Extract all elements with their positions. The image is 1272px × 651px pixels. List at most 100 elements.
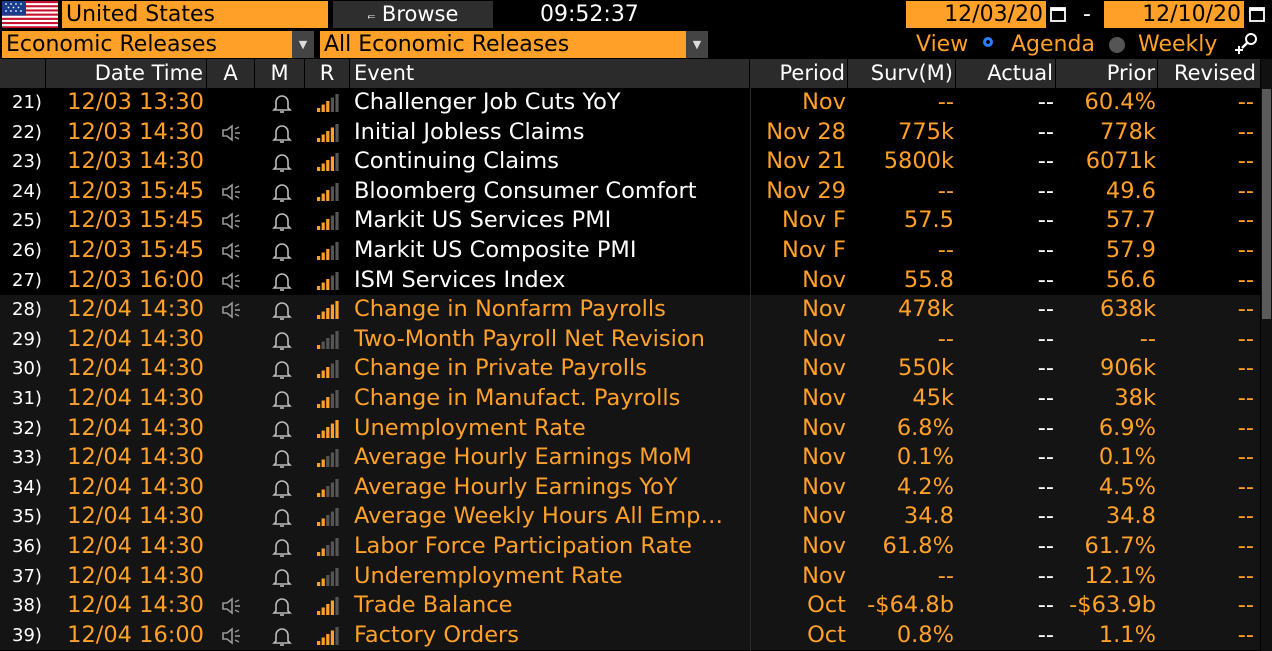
browse-button[interactable]: ⫭ Browse <box>333 1 493 28</box>
table-row[interactable]: 37) 12/04 14:30 Nov -- -- 12.1% -- Underemploym… <box>0 561 1260 592</box>
bell-icon[interactable] <box>270 566 294 588</box>
scrollbar[interactable] <box>1261 59 1272 651</box>
table-row[interactable]: 29) 12/04 14:30 Nov -- -- -- -- Two-Month Payro… <box>0 324 1260 355</box>
cell-event[interactable]: Average Hourly Earnings MoM <box>354 444 692 471</box>
cell-datetime: 12/04 14:30 <box>67 562 204 589</box>
cell-event[interactable]: Underemployment Rate <box>354 562 623 589</box>
bell-icon[interactable] <box>270 358 294 380</box>
bell-icon[interactable] <box>270 506 294 528</box>
cell-idx: 34) <box>12 476 42 498</box>
cell-event[interactable]: ISM Services Index <box>354 266 566 293</box>
cell-event[interactable]: Labor Force Participation Rate <box>354 533 693 559</box>
cell-idx: 25) <box>12 210 42 232</box>
table-row[interactable]: 22) 12/03 14:30 Nov 28 775k -- 778k -- Initial … <box>0 117 1260 148</box>
header-revised[interactable]: Revised <box>1173 61 1256 85</box>
table-row[interactable]: 31) 12/04 14:30 Nov 45k -- 38k -- Change in Man… <box>0 384 1260 414</box>
table-row[interactable]: 24) 12/03 15:45 Nov 29 -- -- 49.6 -- Bloomberg … <box>0 176 1260 207</box>
country-selector[interactable]: United States <box>62 1 328 28</box>
table-row[interactable]: 38) 12/04 14:30 Oct -$64.8b -- -$63.9b -- Trade… <box>0 591 1260 621</box>
bell-icon[interactable] <box>270 151 294 173</box>
table-row[interactable]: 34) 12/04 14:30 Nov 4.2% -- 4.5% -- Average Hou… <box>0 472 1260 503</box>
bell-icon[interactable] <box>270 388 294 410</box>
search-icon[interactable] <box>1232 30 1262 58</box>
cell-event[interactable]: Trade Balance <box>354 592 513 619</box>
cell-event[interactable]: Average Hourly Earnings YoY <box>354 473 678 500</box>
weekly-radio[interactable] <box>1109 37 1125 53</box>
table-row[interactable]: 30) 12/04 14:30 Nov 550k -- 906k -- Change in P… <box>0 354 1260 384</box>
bell-icon[interactable] <box>270 477 294 499</box>
bell-icon[interactable] <box>270 181 294 203</box>
bell-icon[interactable] <box>270 329 294 351</box>
calendar-icon[interactable] <box>1246 1 1268 28</box>
table-row[interactable]: 21) 12/03 13:30 Nov -- -- 60.4% -- Challenger J… <box>0 88 1260 118</box>
cell-event[interactable]: Bloomberg Consumer Comfort <box>354 177 697 204</box>
subcategory-dropdown[interactable]: All Economic Releases <box>320 31 686 58</box>
date-to-field[interactable]: 12/10/20 <box>1104 1 1244 28</box>
table-row[interactable]: 39) 12/04 16:00 Oct 0.8% -- 1.1% -- Factory Ord… <box>0 620 1260 651</box>
table-row[interactable]: 27) 12/03 16:00 Nov 55.8 -- 56.6 -- ISM Service… <box>0 265 1260 296</box>
weekly-label[interactable]: Weekly <box>1138 32 1218 57</box>
cell-event[interactable]: Change in Manufact. Payrolls <box>354 385 681 411</box>
chevron-down-icon[interactable]: ▼ <box>686 31 708 58</box>
table-row[interactable]: 36) 12/04 14:30 Nov 61.8% -- 61.7% -- Labor For… <box>0 532 1260 562</box>
header-datetime[interactable]: Date Time <box>46 59 207 88</box>
bell-icon[interactable] <box>270 447 294 469</box>
bell-icon[interactable] <box>270 595 294 617</box>
bell-icon[interactable] <box>270 270 294 292</box>
date-from-field[interactable]: 12/03/20 <box>906 1 1046 28</box>
header-survey[interactable]: Surv(M) <box>848 59 956 88</box>
chevron-down-icon[interactable]: ▼ <box>292 31 314 58</box>
cell-event[interactable]: Markit US Services PMI <box>354 207 612 234</box>
header-monitor[interactable]: M <box>255 59 305 88</box>
bell-icon[interactable] <box>270 536 294 558</box>
cell-event[interactable]: Continuing Claims <box>354 148 559 175</box>
speaker-icon[interactable] <box>220 241 244 261</box>
agenda-radio[interactable] <box>983 37 993 47</box>
bell-icon[interactable] <box>270 122 294 144</box>
speaker-icon[interactable] <box>220 271 244 291</box>
speaker-icon[interactable] <box>220 123 244 143</box>
table-row[interactable]: 28) 12/04 14:30 Nov 478k -- 638k -- Change in N… <box>0 295 1260 325</box>
table-row[interactable]: 25) 12/03 15:45 Nov F 57.5 -- 57.7 -- Markit US… <box>0 206 1260 236</box>
header-relevance[interactable]: R <box>305 59 350 88</box>
calendar-icon[interactable] <box>1047 1 1069 28</box>
scrollbar-thumb[interactable] <box>1262 89 1271 319</box>
cell-event[interactable]: Challenger Job Cuts YoY <box>354 89 621 115</box>
speaker-icon[interactable] <box>220 300 244 320</box>
table-row[interactable]: 23) 12/03 14:30 Nov 21 5800k -- 6071k -- Contin… <box>0 147 1260 177</box>
cell-event[interactable]: Unemployment Rate <box>354 414 586 441</box>
cell-event[interactable]: Change in Nonfarm Payrolls <box>354 296 666 323</box>
bell-icon[interactable] <box>270 418 294 440</box>
cell-revised: -- <box>1237 325 1254 352</box>
table-row[interactable]: 33) 12/04 14:30 Nov 0.1% -- 0.1% -- Average Hou… <box>0 443 1260 473</box>
header-actual[interactable]: Actual <box>956 59 1056 88</box>
header-period[interactable]: Period <box>750 59 848 88</box>
header-alert[interactable]: A <box>207 59 255 88</box>
cell-revised: -- <box>1237 533 1254 559</box>
cell-datetime: 12/04 14:30 <box>67 414 204 441</box>
agenda-label[interactable]: Agenda <box>1011 32 1095 57</box>
cell-event[interactable]: Average Weekly Hours All Emp… <box>354 503 723 530</box>
table-row[interactable]: 35) 12/04 14:30 Nov 34.8 -- 34.8 -- Average Wee… <box>0 502 1260 532</box>
bell-icon[interactable] <box>270 299 294 321</box>
cell-event[interactable]: Initial Jobless Claims <box>354 118 585 145</box>
speaker-icon[interactable] <box>220 596 244 616</box>
bell-icon[interactable] <box>270 92 294 114</box>
bell-icon[interactable] <box>270 625 294 647</box>
cell-idx: 24) <box>12 180 42 202</box>
speaker-icon[interactable] <box>220 182 244 202</box>
table-row[interactable]: 32) 12/04 14:30 Nov 6.8% -- 6.9% -- Unemploymen… <box>0 413 1260 444</box>
cell-event[interactable]: Factory Orders <box>354 621 520 648</box>
header-event[interactable]: Event <box>350 59 750 88</box>
speaker-icon[interactable] <box>220 211 244 231</box>
bell-icon[interactable] <box>270 210 294 232</box>
table-row[interactable]: 26) 12/03 15:45 Nov F -- -- 57.9 -- Markit US C… <box>0 236 1260 266</box>
cell-event[interactable]: Two-Month Payroll Net Revision <box>354 325 705 352</box>
cell-period: Nov F <box>781 237 846 263</box>
category-dropdown[interactable]: Economic Releases <box>2 31 294 58</box>
cell-event[interactable]: Markit US Composite PMI <box>354 237 637 263</box>
speaker-icon[interactable] <box>220 626 244 646</box>
cell-event[interactable]: Change in Private Payrolls <box>354 355 647 382</box>
header-prior[interactable]: Prior <box>1056 59 1158 88</box>
bell-icon[interactable] <box>270 240 294 262</box>
